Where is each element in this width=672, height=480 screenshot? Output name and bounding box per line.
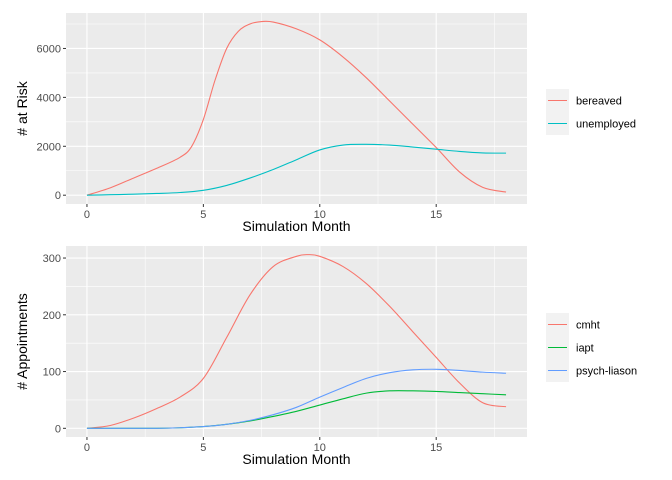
series-line-psych-liason bbox=[86, 368, 507, 429]
y-tick-label: 0 bbox=[55, 190, 61, 202]
legend: cmht iapt psych-liason bbox=[546, 313, 637, 382]
y-axis-title: # at Risk bbox=[14, 80, 30, 135]
x-tick-label: 10 bbox=[314, 442, 326, 454]
x-axis-title: Simulation Month bbox=[242, 451, 350, 467]
y-tick-label: 300 bbox=[43, 253, 61, 265]
legend-label-iapt: iapt bbox=[576, 343, 594, 355]
series-line-cmht bbox=[86, 254, 507, 429]
panel-background bbox=[66, 13, 527, 204]
y-tick-label: 200 bbox=[43, 310, 61, 322]
legend-label-bereaved: bereaved bbox=[576, 96, 622, 108]
y-tick-label: 2000 bbox=[37, 141, 61, 153]
series-line-unemployed bbox=[86, 143, 507, 196]
x-tick-label: 15 bbox=[430, 209, 442, 221]
y-tick-label: 4000 bbox=[37, 92, 61, 104]
y-tick-label: 100 bbox=[43, 367, 61, 379]
x-tick-label: 5 bbox=[200, 209, 206, 221]
legend-label-cmht: cmht bbox=[576, 320, 600, 332]
bottom-chart: 0 5 10 15 0 100 200 300 Simulation Month # Appoin… bbox=[14, 246, 637, 467]
legend-label-psych-liason: psych-liason bbox=[576, 366, 637, 378]
x-tick-label: 5 bbox=[200, 442, 206, 454]
x-tick-label: 10 bbox=[314, 209, 326, 221]
top-chart: 0 5 10 15 0 2000 4000 6000 Simulation Month # at … bbox=[14, 13, 636, 234]
legend: bereaved unemployed bbox=[546, 89, 636, 135]
x-tick-label: 0 bbox=[84, 209, 90, 221]
y-tick-label: 0 bbox=[55, 423, 61, 435]
y-axis-title: # Appointments bbox=[14, 293, 30, 390]
series-line-bereaved bbox=[86, 20, 507, 196]
y-tick-label: 6000 bbox=[37, 43, 61, 55]
x-tick-label: 15 bbox=[430, 442, 442, 454]
x-tick-label: 0 bbox=[84, 442, 90, 454]
x-axis-title: Simulation Month bbox=[242, 218, 350, 234]
legend-label-unemployed: unemployed bbox=[576, 119, 636, 131]
panel-background bbox=[66, 246, 527, 437]
